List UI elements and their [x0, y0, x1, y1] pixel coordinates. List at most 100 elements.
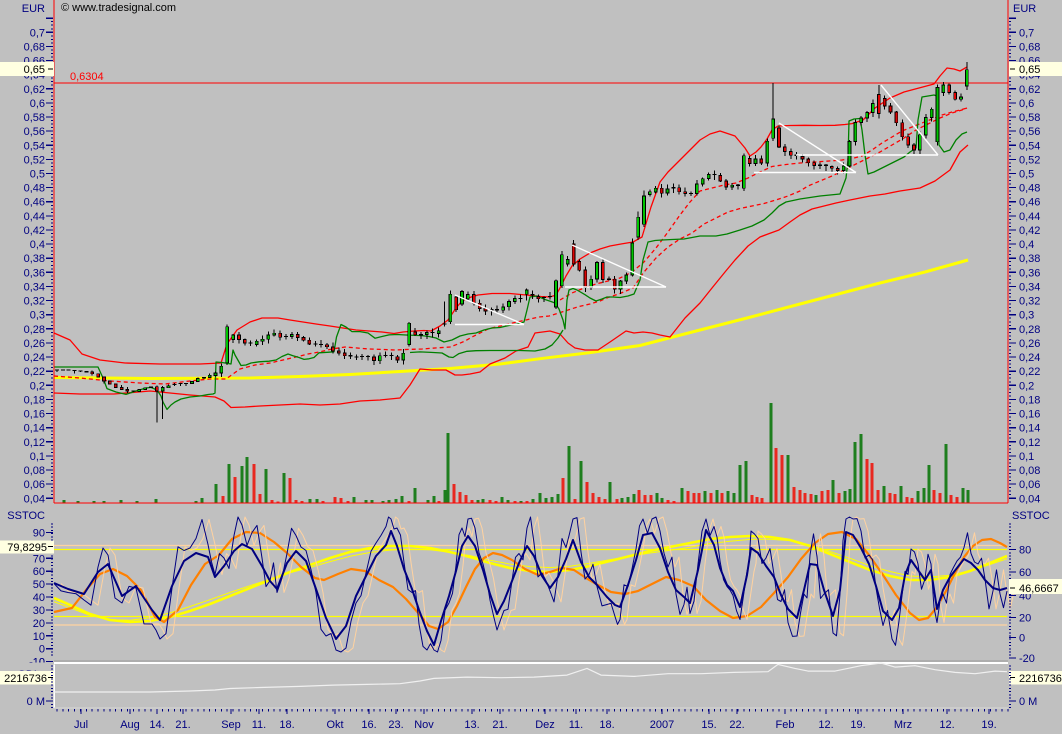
svg-text:10: 10: [33, 631, 45, 643]
svg-text:0,08: 0,08: [24, 465, 45, 477]
svg-text:-20: -20: [1019, 653, 1035, 665]
svg-text:0,68: 0,68: [24, 41, 45, 53]
svg-text:0,6: 0,6: [30, 98, 45, 110]
svg-text:0,52: 0,52: [1019, 154, 1040, 166]
svg-text:0,06: 0,06: [1019, 479, 1040, 491]
svg-text:11.: 11.: [252, 719, 266, 731]
svg-text:0,18: 0,18: [1019, 394, 1040, 406]
svg-text:0,48: 0,48: [24, 183, 45, 195]
svg-text:0,48: 0,48: [1019, 183, 1040, 195]
svg-text:20: 20: [33, 618, 45, 630]
svg-text:0,12: 0,12: [1019, 437, 1040, 449]
svg-text:30: 30: [33, 605, 45, 617]
svg-text:16.: 16.: [361, 719, 376, 731]
svg-text:0,38: 0,38: [1019, 253, 1040, 265]
svg-text:0,38: 0,38: [24, 253, 45, 265]
svg-text:Feb: Feb: [776, 719, 795, 731]
svg-text:11.: 11.: [569, 719, 583, 731]
svg-text:0,14: 0,14: [24, 423, 45, 435]
svg-text:0,54: 0,54: [1019, 140, 1040, 152]
svg-text:0,08: 0,08: [1019, 465, 1040, 477]
svg-text:Mrz: Mrz: [894, 719, 912, 731]
svg-text:0,26: 0,26: [1019, 338, 1040, 350]
svg-text:0,5: 0,5: [30, 169, 45, 181]
svg-text:0,58: 0,58: [24, 112, 45, 124]
svg-text:0: 0: [39, 644, 45, 656]
svg-text:0,4: 0,4: [1019, 239, 1034, 251]
svg-text:0,56: 0,56: [24, 126, 45, 138]
svg-text:60: 60: [1019, 567, 1031, 579]
svg-text:18.: 18.: [279, 719, 294, 731]
svg-text:79,8295: 79,8295: [7, 542, 47, 554]
svg-text:18.: 18.: [599, 719, 614, 731]
svg-text:0,65: 0,65: [1019, 64, 1040, 76]
svg-text:22.: 22.: [729, 719, 744, 731]
svg-text:23.: 23.: [388, 719, 403, 731]
svg-text:0,32: 0,32: [1019, 296, 1040, 308]
svg-text:2216736: 2216736: [1019, 673, 1062, 685]
svg-text:0,65: 0,65: [24, 64, 45, 76]
svg-text:0,62: 0,62: [1019, 84, 1040, 96]
svg-text:0,34: 0,34: [1019, 282, 1040, 294]
svg-text:0,34: 0,34: [24, 282, 45, 294]
svg-text:0 M: 0 M: [27, 696, 45, 708]
svg-text:0,16: 0,16: [24, 409, 45, 421]
svg-text:12.: 12.: [939, 719, 954, 731]
svg-text:0,22: 0,22: [24, 366, 45, 378]
svg-text:14.: 14.: [149, 719, 164, 731]
svg-text:0,24: 0,24: [1019, 352, 1040, 364]
svg-text:EUR: EUR: [22, 3, 45, 15]
svg-text:0,28: 0,28: [24, 324, 45, 336]
svg-text:0,12: 0,12: [24, 437, 45, 449]
svg-text:21.: 21.: [175, 719, 190, 731]
svg-text:0,1: 0,1: [30, 451, 45, 463]
svg-text:0,1: 0,1: [1019, 451, 1034, 463]
svg-text:0,36: 0,36: [24, 267, 45, 279]
svg-text:2007: 2007: [650, 719, 674, 731]
svg-text:0,24: 0,24: [24, 352, 45, 364]
svg-text:SSTOC: SSTOC: [7, 510, 45, 522]
svg-text:12.: 12.: [818, 719, 833, 731]
svg-text:0,6304: 0,6304: [70, 71, 104, 83]
svg-text:2216736: 2216736: [4, 673, 47, 685]
svg-text:0: 0: [1019, 632, 1025, 644]
svg-text:0,04: 0,04: [24, 493, 45, 505]
svg-text:Jul: Jul: [74, 719, 88, 731]
svg-text:60: 60: [33, 566, 45, 578]
svg-text:© www.tradesignal.com: © www.tradesignal.com: [61, 2, 176, 14]
svg-text:0,5: 0,5: [1019, 169, 1034, 181]
svg-text:0,44: 0,44: [24, 211, 45, 223]
svg-text:0,42: 0,42: [1019, 225, 1040, 237]
svg-text:Okt: Okt: [326, 719, 343, 731]
svg-text:0,62: 0,62: [24, 84, 45, 96]
svg-text:0,04: 0,04: [1019, 493, 1040, 505]
svg-text:Aug: Aug: [120, 719, 140, 731]
svg-text:0,26: 0,26: [24, 338, 45, 350]
svg-text:0,58: 0,58: [1019, 112, 1040, 124]
svg-text:13.: 13.: [464, 719, 479, 731]
svg-text:Dez: Dez: [535, 719, 555, 731]
svg-text:0,28: 0,28: [1019, 324, 1040, 336]
svg-text:0,6: 0,6: [1019, 98, 1034, 110]
svg-text:0,54: 0,54: [24, 140, 45, 152]
svg-text:0,14: 0,14: [1019, 423, 1040, 435]
svg-text:0,16: 0,16: [1019, 409, 1040, 421]
svg-text:0,7: 0,7: [1019, 27, 1034, 39]
svg-text:0,52: 0,52: [24, 154, 45, 166]
svg-text:0,46: 0,46: [1019, 197, 1040, 209]
svg-text:19.: 19.: [981, 719, 996, 731]
svg-text:40: 40: [33, 592, 45, 604]
svg-text:70: 70: [33, 553, 45, 565]
svg-text:0,06: 0,06: [24, 479, 45, 491]
svg-text:0,2: 0,2: [1019, 380, 1034, 392]
svg-text:0,46: 0,46: [24, 197, 45, 209]
svg-text:0,68: 0,68: [1019, 41, 1040, 53]
svg-text:20: 20: [1019, 613, 1031, 625]
svg-text:SSTOC: SSTOC: [1012, 510, 1050, 522]
svg-text:0,32: 0,32: [24, 296, 45, 308]
svg-text:0 M: 0 M: [1019, 696, 1037, 708]
svg-text:EUR: EUR: [1013, 3, 1036, 15]
svg-text:50: 50: [33, 579, 45, 591]
svg-text:19.: 19.: [850, 719, 865, 731]
svg-text:80: 80: [1019, 544, 1031, 556]
